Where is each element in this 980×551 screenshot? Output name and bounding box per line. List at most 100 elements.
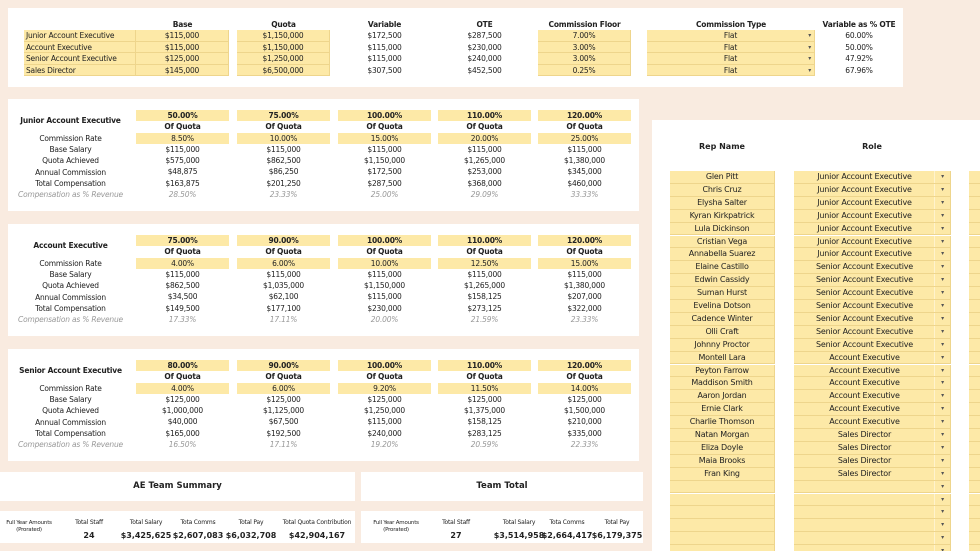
rep-name-cell[interactable]: Maia Brooks xyxy=(670,454,775,468)
attainment-input[interactable]: 75.00% xyxy=(237,110,330,122)
quota-cell[interactable]: $1,150,000 xyxy=(237,41,330,53)
role-dropdown[interactable]: Account Executive ▾ xyxy=(794,403,951,417)
next-column-cell[interactable] xyxy=(969,416,980,429)
commission-rate-input[interactable]: 20.00% xyxy=(438,132,531,144)
rep-name-cell[interactable] xyxy=(670,493,775,507)
chevron-down-icon[interactable]: ▾ xyxy=(934,441,950,454)
chevron-down-icon[interactable]: ▾ xyxy=(934,222,950,235)
next-column-cell[interactable] xyxy=(969,390,980,404)
chevron-down-icon[interactable]: ▾ xyxy=(934,300,950,312)
chevron-down-icon[interactable]: ▾ xyxy=(934,235,950,248)
commission-type-dropdown[interactable]: Flat xyxy=(647,64,815,76)
role-dropdown[interactable]: ▾ xyxy=(794,506,951,520)
chevron-down-icon[interactable]: ▾ xyxy=(934,312,950,325)
commission-rate-input[interactable]: 25.00% xyxy=(538,132,631,144)
attainment-input[interactable]: 75.00% xyxy=(136,235,229,247)
rep-name-cell[interactable]: Maddison Smith xyxy=(670,377,775,391)
role-dropdown[interactable]: Sales Director ▾ xyxy=(794,441,951,455)
role-dropdown[interactable]: ▾ xyxy=(794,519,951,533)
chevron-down-icon[interactable]: ▾ xyxy=(934,454,950,467)
base-cell[interactable]: $145,000 xyxy=(136,64,229,76)
rep-name-cell[interactable]: Johnny Proctor xyxy=(670,338,775,352)
attainment-input[interactable]: 80.00% xyxy=(136,360,229,372)
chevron-down-icon[interactable]: ▾ xyxy=(934,532,950,545)
rep-name-cell[interactable]: Suman Hurst xyxy=(670,287,775,300)
rep-name-cell[interactable]: Montell Lara xyxy=(670,351,775,365)
next-column-cell[interactable] xyxy=(969,338,980,352)
commission-floor-cell[interactable]: 7.00% xyxy=(538,30,631,42)
next-column-cell[interactable] xyxy=(969,429,980,442)
commission-rate-input[interactable]: 4.00% xyxy=(136,257,229,269)
next-column-cell[interactable] xyxy=(969,493,980,507)
chevron-down-icon[interactable]: ▾ xyxy=(808,66,811,74)
next-column-cell[interactable] xyxy=(969,274,980,288)
commission-type-dropdown[interactable]: Flat xyxy=(647,41,815,53)
role-dropdown[interactable]: Senior Account Executive ▾ xyxy=(794,261,951,275)
commission-rate-input[interactable]: 6.00% xyxy=(237,257,330,269)
chevron-down-icon[interactable]: ▾ xyxy=(934,351,950,364)
chevron-down-icon[interactable]: ▾ xyxy=(934,416,950,428)
next-column-cell[interactable] xyxy=(969,519,980,533)
role-dropdown[interactable]: Senior Account Executive ▾ xyxy=(794,287,951,300)
quota-cell[interactable]: $6,500,000 xyxy=(237,64,330,76)
chevron-down-icon[interactable]: ▾ xyxy=(808,55,811,62)
commission-rate-input[interactable]: 12.50% xyxy=(438,257,531,269)
rep-name-cell[interactable]: Edwin Cassidy xyxy=(670,274,775,288)
rep-name-cell[interactable] xyxy=(670,480,775,494)
next-column-cell[interactable] xyxy=(969,171,980,184)
next-column-cell[interactable] xyxy=(969,545,980,551)
chevron-down-icon[interactable]: ▾ xyxy=(808,32,811,39)
rep-name-cell[interactable] xyxy=(670,545,775,551)
attainment-input[interactable]: 120.00% xyxy=(538,110,631,122)
chevron-down-icon[interactable]: ▾ xyxy=(934,545,950,551)
chevron-down-icon[interactable]: ▾ xyxy=(934,429,950,441)
commission-rate-input[interactable]: 6.00% xyxy=(237,382,330,394)
commission-rate-input[interactable]: 15.00% xyxy=(538,257,631,269)
commission-type-dropdown-arrow[interactable]: ▾ xyxy=(647,65,815,77)
rep-name-cell[interactable]: Cristian Vega xyxy=(670,235,775,249)
next-column-cell[interactable] xyxy=(969,209,980,223)
rep-name-cell[interactable]: Cadence Winter xyxy=(670,312,775,326)
role-dropdown[interactable]: ▾ xyxy=(794,545,951,551)
commission-floor-cell[interactable]: 3.00% xyxy=(538,41,631,53)
role-dropdown[interactable]: Account Executive ▾ xyxy=(794,364,951,378)
next-column-cell[interactable] xyxy=(969,441,980,455)
rep-name-cell[interactable]: Glen Pitt xyxy=(670,171,775,184)
role-dropdown[interactable]: Account Executive ▾ xyxy=(794,416,951,429)
next-column-cell[interactable] xyxy=(969,454,980,468)
role-dropdown[interactable]: Junior Account Executive ▾ xyxy=(794,183,951,197)
chevron-down-icon[interactable]: ▾ xyxy=(934,377,950,390)
chevron-down-icon[interactable]: ▾ xyxy=(934,274,950,287)
role-dropdown[interactable]: Sales Director ▾ xyxy=(794,467,951,481)
rep-name-cell[interactable]: Elaine Castillo xyxy=(670,261,775,275)
commission-type-dropdown-arrow[interactable]: ▾ xyxy=(647,42,815,54)
rep-name-cell[interactable]: Ernie Clark xyxy=(670,403,775,417)
role-dropdown[interactable]: Junior Account Executive ▾ xyxy=(794,222,951,236)
next-column-cell[interactable] xyxy=(969,300,980,313)
rep-name-cell[interactable]: Kyran Kirkpatrick xyxy=(670,209,775,223)
attainment-input[interactable]: 100.00% xyxy=(338,110,431,122)
next-column-cell[interactable] xyxy=(969,480,980,494)
role-dropdown[interactable]: ▾ xyxy=(794,493,951,507)
rep-name-cell[interactable]: Lula Dickinson xyxy=(670,222,775,236)
attainment-input[interactable]: 100.00% xyxy=(338,360,431,372)
next-column-cell[interactable] xyxy=(969,403,980,417)
commission-rate-input[interactable]: 8.50% xyxy=(136,132,229,144)
chevron-down-icon[interactable]: ▾ xyxy=(934,467,950,480)
rep-name-cell[interactable]: Chris Cruz xyxy=(670,183,775,197)
next-column-cell[interactable] xyxy=(969,222,980,236)
role-dropdown[interactable]: Senior Account Executive ▾ xyxy=(794,338,951,352)
next-column-cell[interactable] xyxy=(969,248,980,262)
commission-type-dropdown[interactable]: Flat xyxy=(647,30,815,42)
commission-type-dropdown[interactable]: Flat xyxy=(647,53,815,65)
rep-name-cell[interactable]: Aaron Jordan xyxy=(670,390,775,404)
role-dropdown[interactable]: Account Executive ▾ xyxy=(794,351,951,365)
rep-name-cell[interactable]: Peyton Farrow xyxy=(670,364,775,378)
commission-rate-input[interactable]: 9.20% xyxy=(338,382,431,394)
role-dropdown[interactable]: Junior Account Executive ▾ xyxy=(794,235,951,249)
next-column-cell[interactable] xyxy=(969,196,980,210)
attainment-input[interactable]: 90.00% xyxy=(237,360,330,372)
quota-cell[interactable]: $1,250,000 xyxy=(237,53,330,65)
next-column-cell[interactable] xyxy=(969,261,980,275)
role-dropdown[interactable]: Senior Account Executive ▾ xyxy=(794,274,951,288)
